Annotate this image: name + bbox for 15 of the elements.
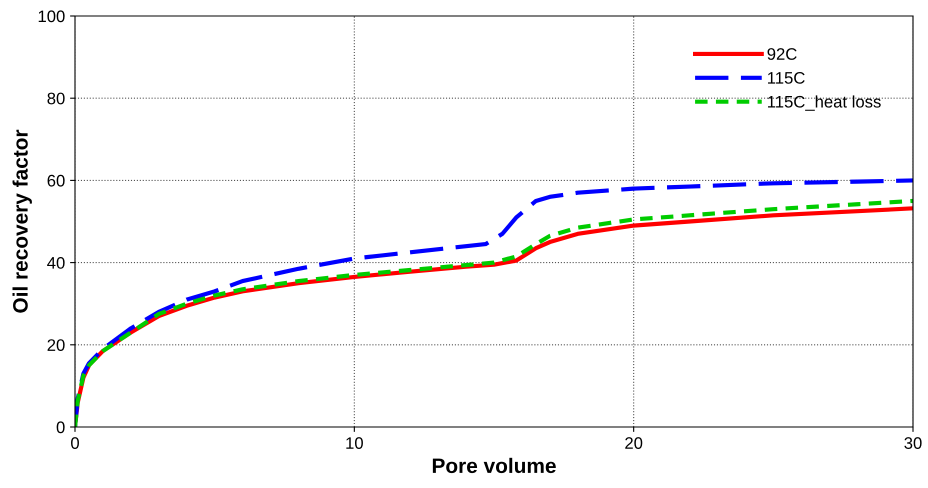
x-tick-label: 10 bbox=[346, 437, 363, 449]
y-tick-label: 0 bbox=[56, 421, 65, 434]
x-tick-label: 20 bbox=[625, 437, 642, 449]
y-tick-label: 20 bbox=[48, 339, 65, 352]
y-tick-label: 100 bbox=[38, 10, 65, 22]
x-tick-label: 0 bbox=[71, 437, 79, 449]
y-axis-title: Oil recovery factor bbox=[12, 130, 32, 313]
legend-label: 115C bbox=[768, 72, 805, 84]
legend-label: 115C_heat loss bbox=[768, 95, 881, 111]
y-tick-label: 80 bbox=[47, 92, 65, 104]
x-tick-label: 30 bbox=[904, 437, 922, 449]
y-tick-label: 60 bbox=[48, 174, 65, 187]
x-axis-title: Pore volume bbox=[432, 458, 556, 474]
legend-label: 92C bbox=[768, 48, 797, 60]
y-tick-label: 40 bbox=[47, 257, 65, 269]
